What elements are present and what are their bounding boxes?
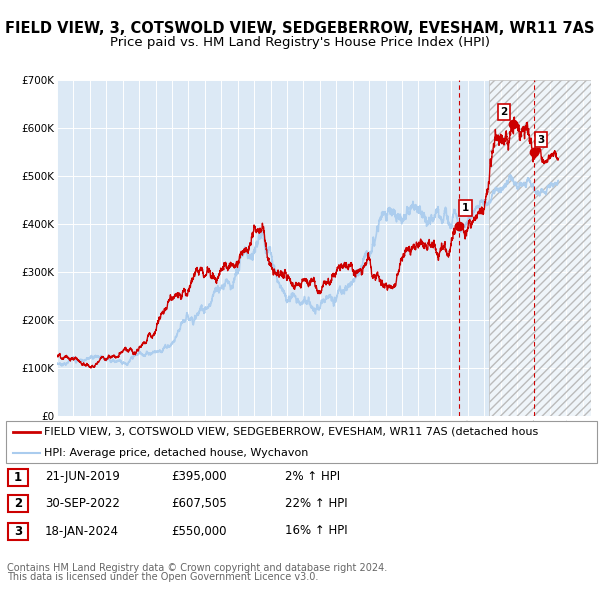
Text: £395,000: £395,000 [171, 470, 227, 483]
Text: 1: 1 [14, 471, 22, 484]
Text: 2% ↑ HPI: 2% ↑ HPI [285, 470, 340, 483]
Text: 3: 3 [537, 135, 545, 145]
Text: 3: 3 [14, 525, 22, 538]
Text: 2: 2 [14, 497, 22, 510]
Text: FIELD VIEW, 3, COTSWOLD VIEW, SEDGEBERROW, EVESHAM, WR11 7AS: FIELD VIEW, 3, COTSWOLD VIEW, SEDGEBERRO… [5, 21, 595, 36]
Text: 2: 2 [500, 107, 508, 117]
Text: 18-JAN-2024: 18-JAN-2024 [45, 525, 119, 537]
Text: 16% ↑ HPI: 16% ↑ HPI [285, 525, 347, 537]
Text: Contains HM Land Registry data © Crown copyright and database right 2024.: Contains HM Land Registry data © Crown c… [7, 563, 388, 572]
Text: £550,000: £550,000 [171, 525, 227, 537]
Text: 1: 1 [462, 203, 469, 213]
Text: £607,505: £607,505 [171, 497, 227, 510]
Text: 22% ↑ HPI: 22% ↑ HPI [285, 497, 347, 510]
Bar [489, 80, 591, 416]
Text: 30-SEP-2022: 30-SEP-2022 [45, 497, 120, 510]
Text: 21-JUN-2019: 21-JUN-2019 [45, 470, 120, 483]
Bar [489, 80, 591, 416]
Text: HPI: Average price, detached house, Wychavon: HPI: Average price, detached house, Wych… [44, 448, 309, 458]
Text: FIELD VIEW, 3, COTSWOLD VIEW, SEDGEBERROW, EVESHAM, WR11 7AS (detached hous: FIELD VIEW, 3, COTSWOLD VIEW, SEDGEBERRO… [44, 427, 539, 437]
Text: Price paid vs. HM Land Registry's House Price Index (HPI): Price paid vs. HM Land Registry's House … [110, 36, 490, 49]
Text: This data is licensed under the Open Government Licence v3.0.: This data is licensed under the Open Gov… [7, 572, 319, 582]
